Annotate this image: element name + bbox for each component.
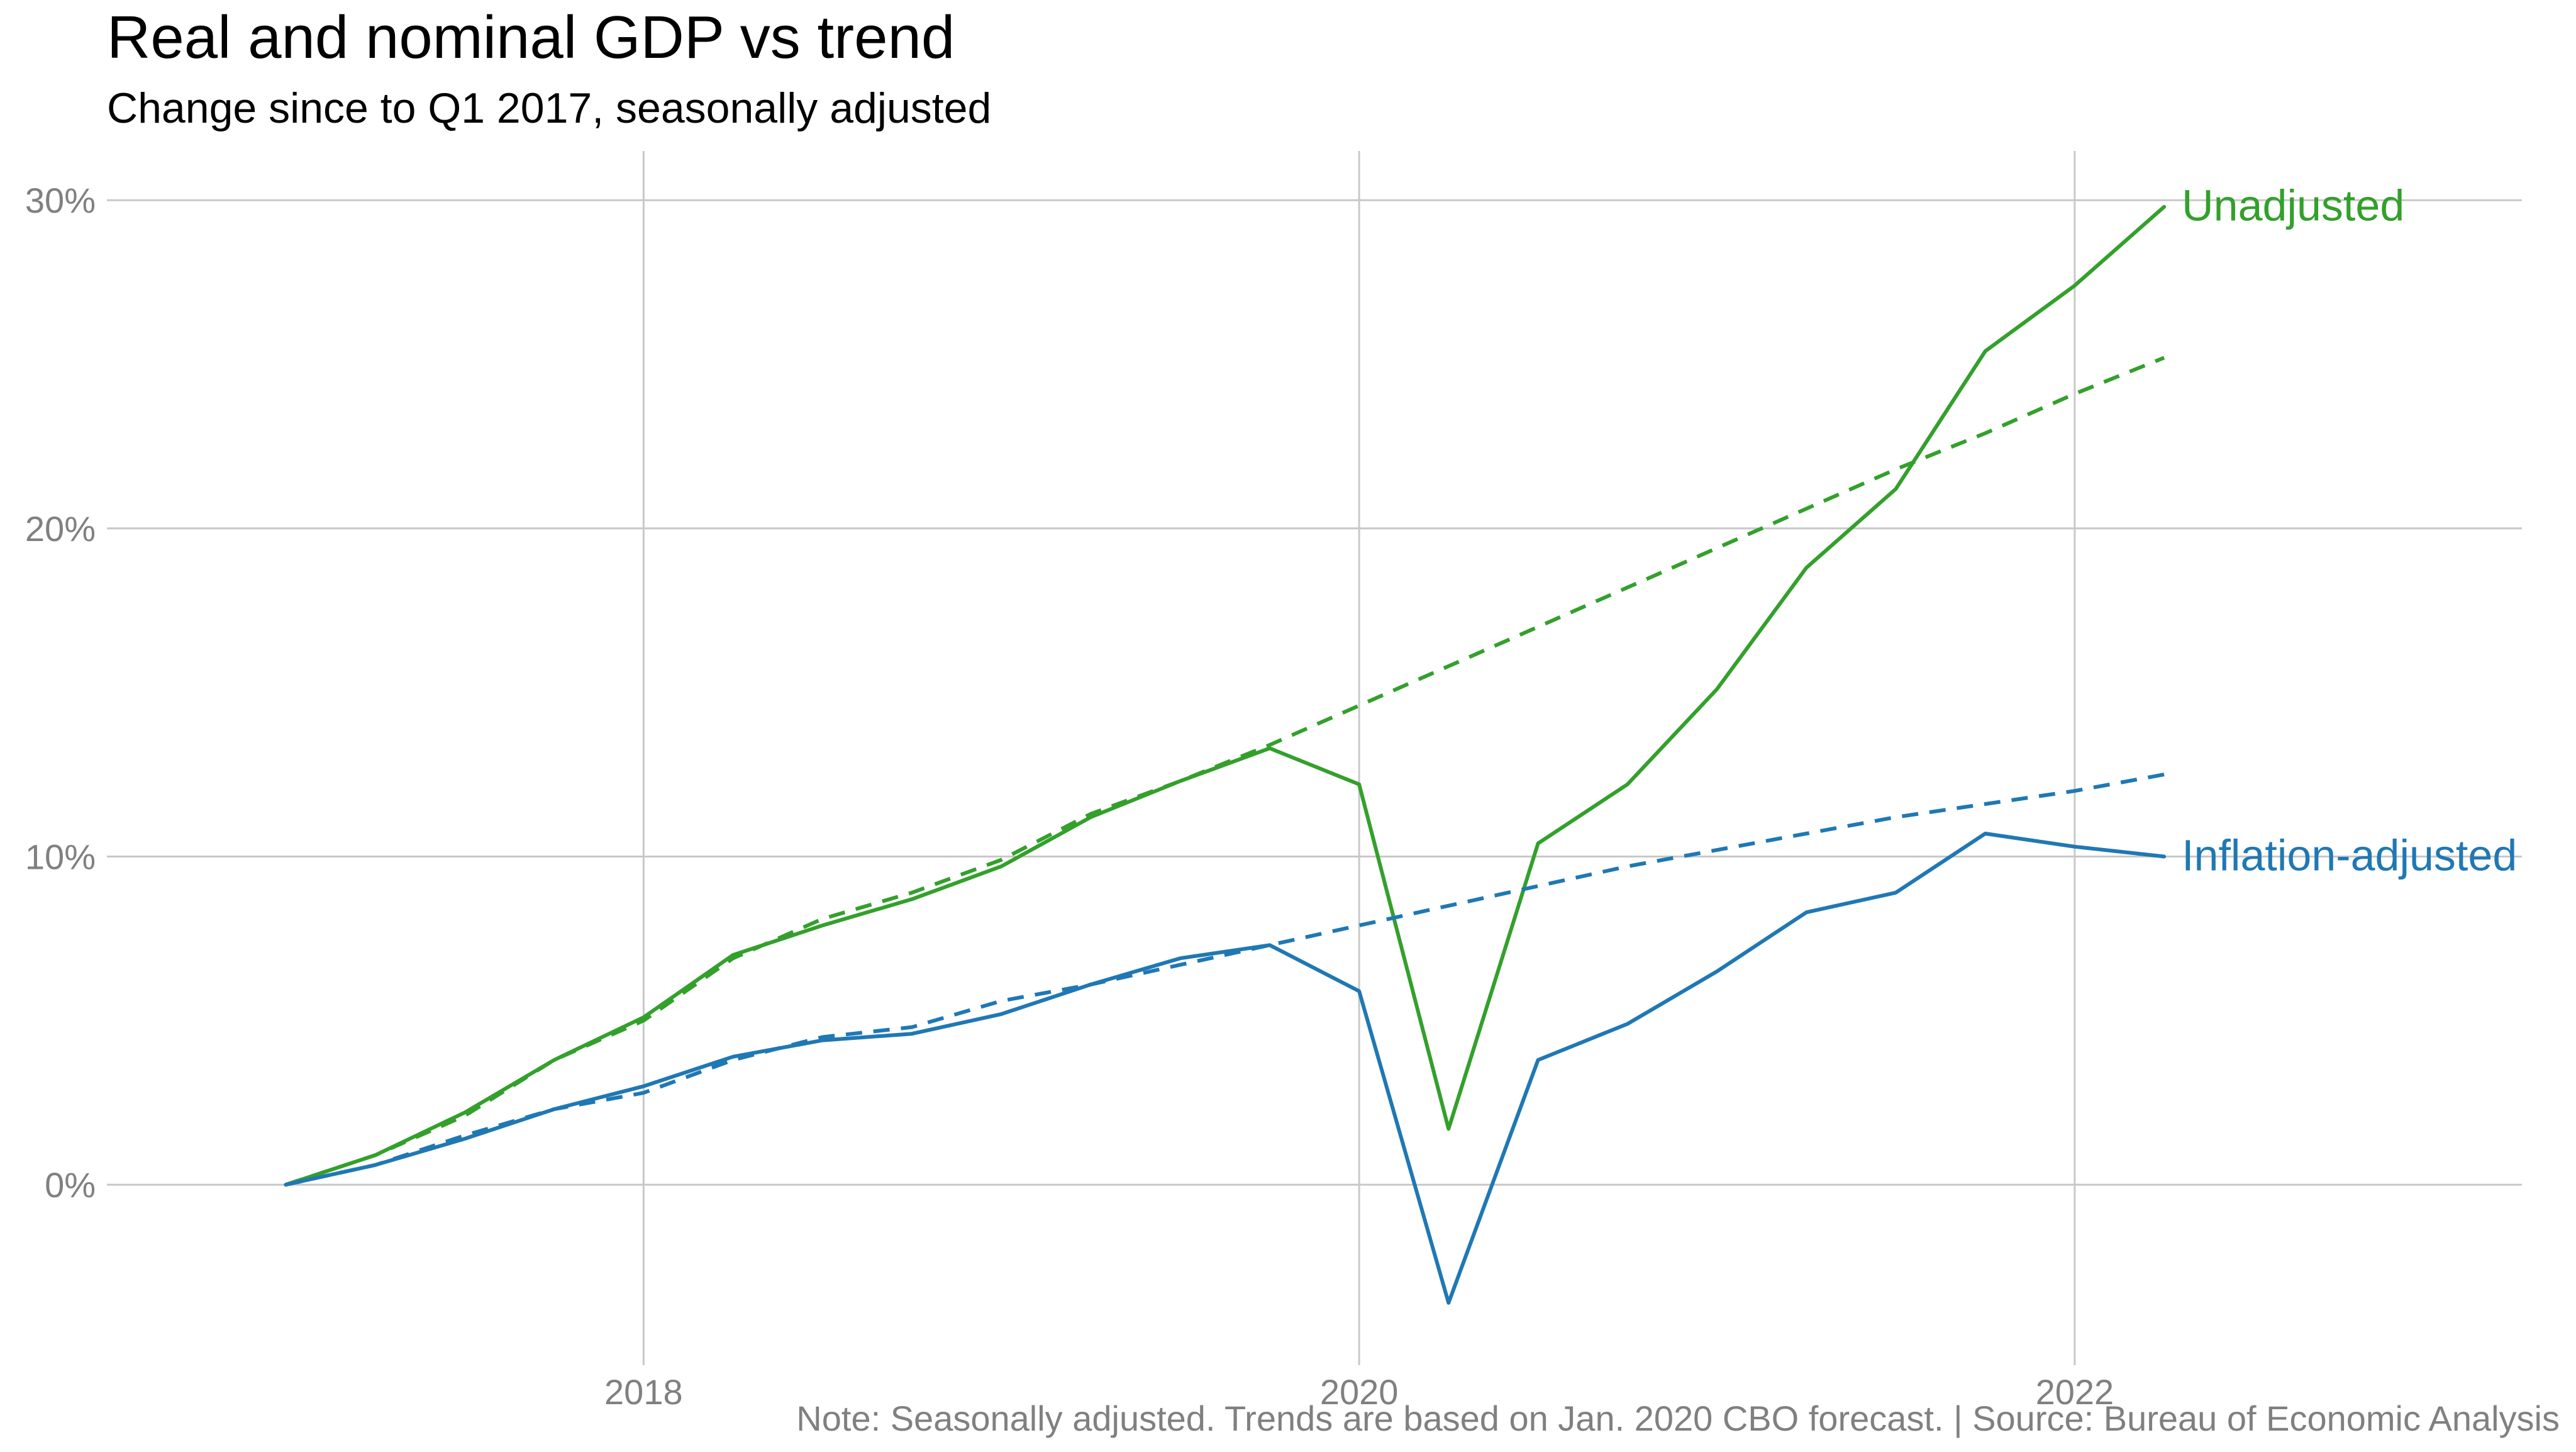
x-tick-label: 2020 <box>1320 1372 1399 1412</box>
inflation-adjusted-label: Inflation-adjusted <box>2182 830 2517 880</box>
unadjusted-trend-line <box>285 355 2165 1187</box>
y-tick-label: 0% <box>45 1165 96 1205</box>
chart-subtitle: Change since to Q1 2017, seasonally adju… <box>107 84 991 132</box>
y-tick-label: 20% <box>25 509 96 549</box>
series-labels: Unadjusted Inflation-adjusted <box>2182 181 2517 880</box>
inflation-adjusted-line <box>284 832 2167 1305</box>
unadjusted-label: Unadjusted <box>2182 181 2404 230</box>
gridlines <box>107 151 2522 1365</box>
unadjusted-line <box>284 204 2167 1187</box>
series-lines <box>284 204 2167 1305</box>
inflation-adjusted-trend-line <box>285 773 2165 1187</box>
chart-title: Real and nominal GDP vs trend <box>107 4 955 71</box>
y-tick-label: 30% <box>25 181 96 220</box>
x-tick-label: 2018 <box>604 1372 683 1412</box>
x-tick-label: 2022 <box>2036 1372 2114 1412</box>
chart-caption: Note: Seasonally adjusted. Trends are ba… <box>796 1399 2560 1438</box>
axis-ticks: 0% 10% 20% 30% 2018 2020 2022 <box>25 181 2114 1412</box>
y-tick-label: 10% <box>25 837 96 876</box>
